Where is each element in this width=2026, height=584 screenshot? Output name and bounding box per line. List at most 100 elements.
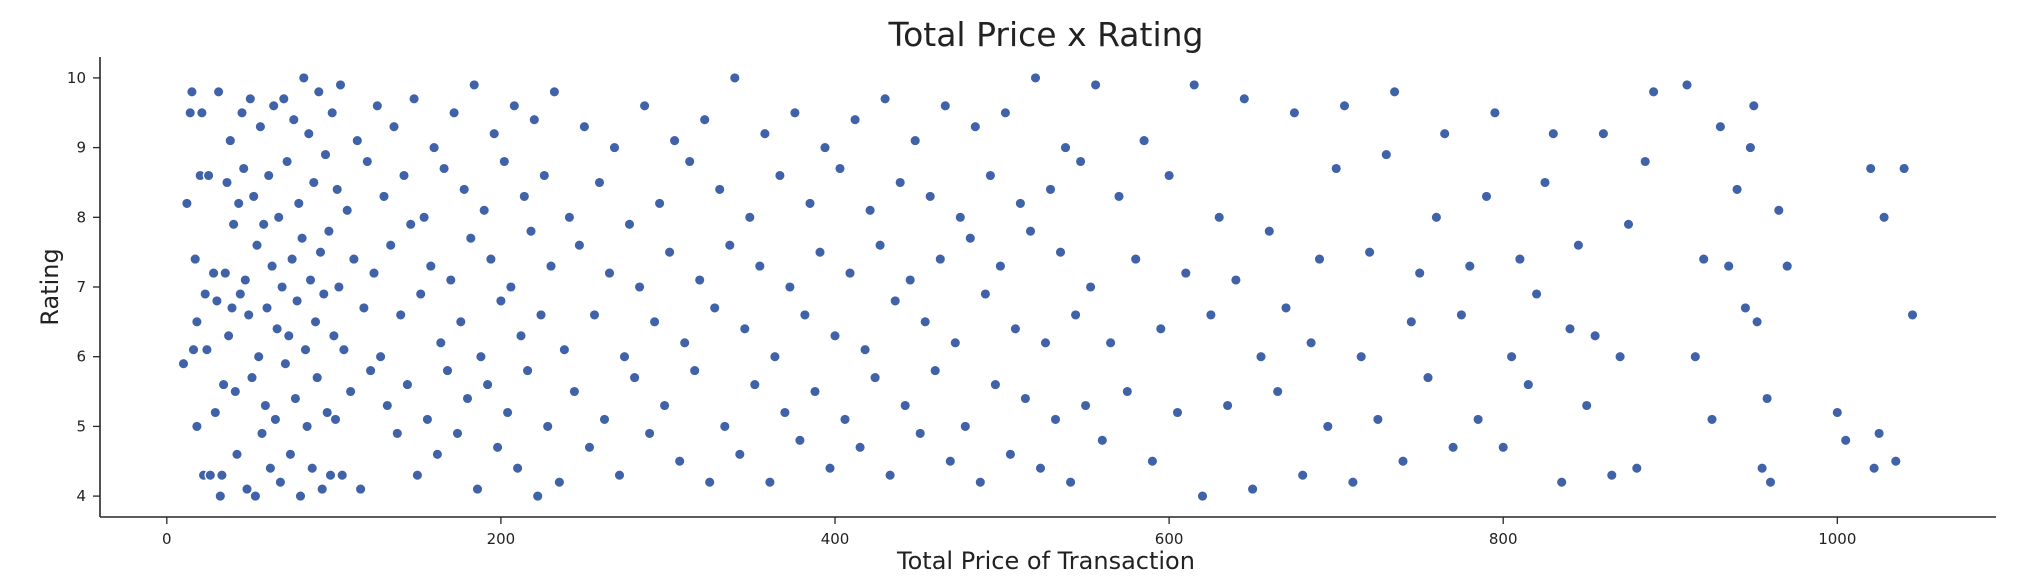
data-point [331,183,344,196]
data-point [1864,162,1877,175]
data-point [1305,336,1317,349]
data-point [753,260,766,272]
data-point [338,343,350,356]
data-point [538,169,551,182]
data-point [202,169,215,182]
data-point [221,176,233,189]
data-point [1009,322,1022,335]
data-point [708,302,721,314]
data-point [1014,197,1027,210]
x-tick-label: 600 [1155,530,1184,548]
data-point [256,427,268,440]
data-point [1572,239,1585,252]
data-point [191,315,203,328]
data-point [319,148,332,161]
data-point [329,413,342,426]
data-point [1605,469,1618,482]
data-point [404,218,417,231]
data-point [207,267,220,279]
data-point [759,127,771,140]
data-point [693,274,706,286]
data-point [244,92,257,105]
data-point [1497,441,1510,454]
data-point [603,267,616,279]
data-point [1761,392,1773,405]
data-point [638,99,651,112]
data-point [242,309,255,321]
data-point [663,246,676,259]
data-point [668,134,681,147]
data-point [1263,225,1276,238]
data-point [1781,260,1794,272]
data-point [204,469,217,482]
data-point [1555,476,1568,489]
data-point [301,420,313,433]
data-point [528,113,541,126]
data-point [394,309,407,321]
data-point [271,322,283,335]
data-point [511,462,524,475]
data-point [299,343,312,356]
data-point [336,469,349,482]
data-point [1074,155,1087,168]
data-point [1355,350,1368,363]
data-point [311,371,324,384]
data-point [1029,72,1042,84]
data-point [568,385,581,398]
data-point [257,218,270,231]
data-point [531,490,544,502]
data-point [212,85,225,98]
data-point [358,302,370,314]
data-point [384,239,397,252]
data-point [341,204,354,217]
data-point [378,190,390,203]
data-point [904,274,917,286]
data-point [276,281,288,293]
data-point [314,246,327,259]
data-point [1280,302,1292,314]
data-point [1019,392,1032,405]
data-point [1171,406,1184,419]
data-point [495,295,507,307]
data-point [879,92,891,105]
y-tick-label: 6 [76,348,86,366]
data-point [1221,399,1234,412]
data-point [743,211,756,224]
data-point [1064,476,1077,489]
x-axis-label: Total Price of Transaction [896,547,1195,575]
data-point [323,225,335,238]
data-point [1188,79,1201,91]
data-point [1338,99,1351,112]
data-point [1463,260,1476,272]
data-point [234,288,247,300]
data-point [1113,190,1125,203]
data-point [623,218,636,231]
data-point [1034,462,1047,475]
data-point [525,225,537,238]
data-point [688,364,701,377]
data-point [678,336,691,349]
data-point [1039,336,1052,349]
data-point [999,106,1012,119]
data-point [683,155,696,168]
data-point [598,413,611,426]
data-point [944,455,957,468]
data-point [451,427,464,440]
data-point [1647,85,1660,98]
data-point [282,329,295,342]
data-point [1868,462,1880,475]
data-point [869,371,881,384]
data-point [246,371,258,384]
data-point [1722,260,1735,272]
data-point [1230,274,1242,286]
data-point [1196,490,1209,502]
data-point [1321,420,1334,433]
data-point [545,260,557,272]
data-point [478,204,491,217]
data-point [718,420,731,433]
data-point [1580,399,1593,412]
data-point [297,72,310,84]
data-point [306,462,319,475]
data-point [1530,288,1543,300]
